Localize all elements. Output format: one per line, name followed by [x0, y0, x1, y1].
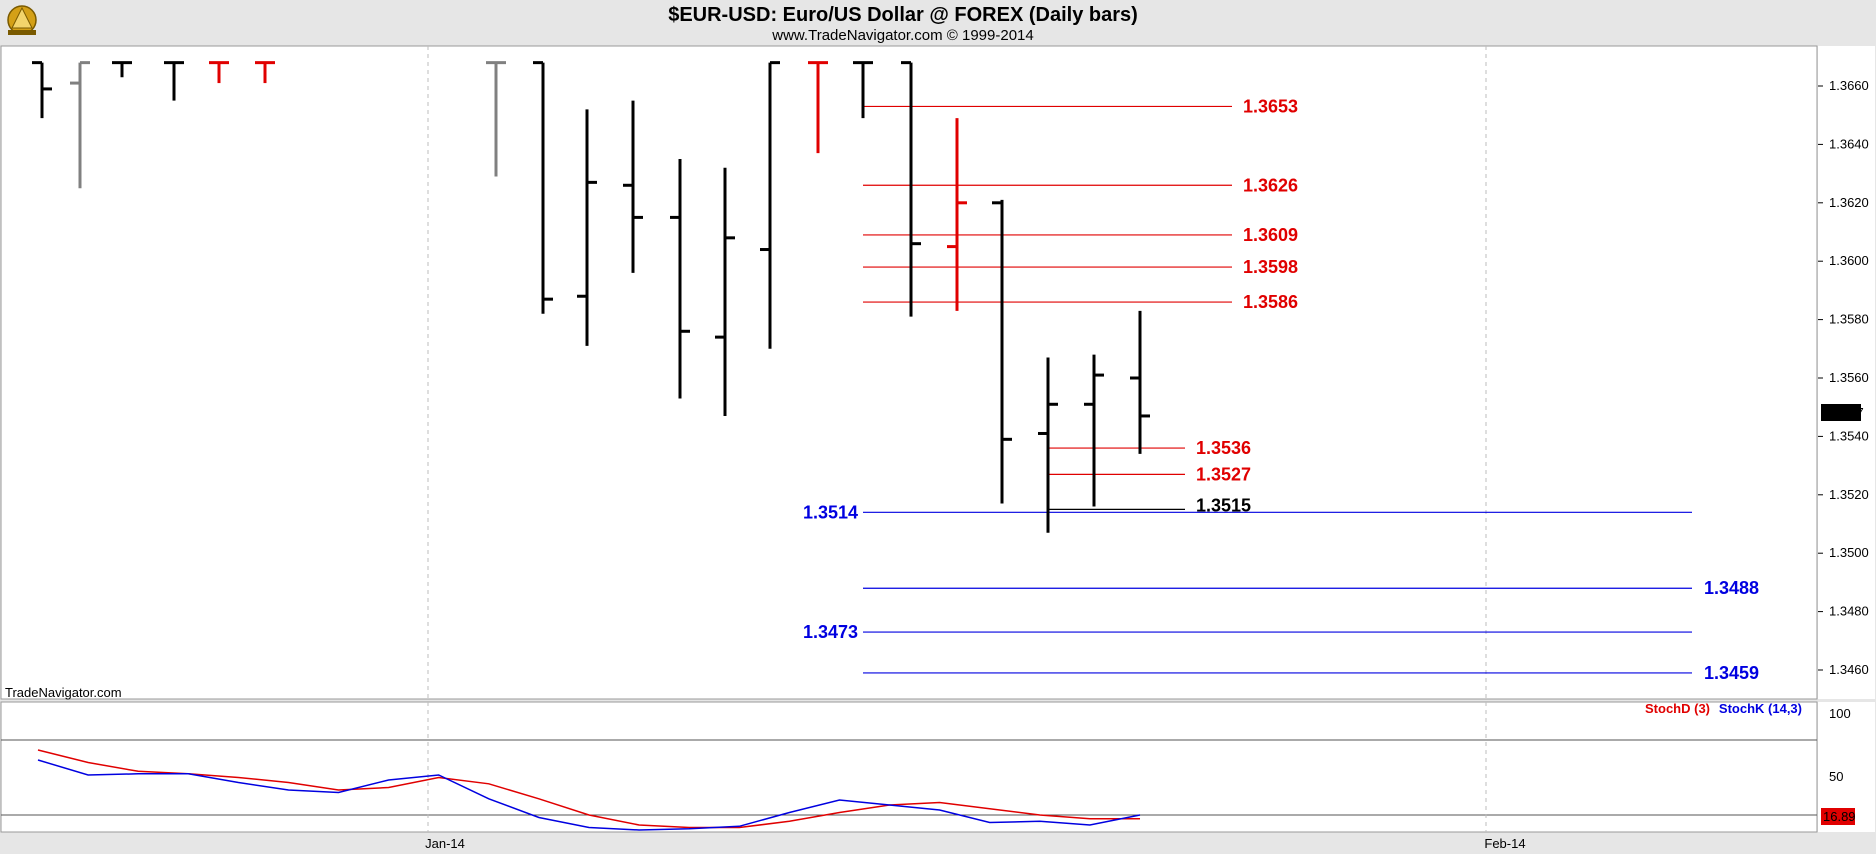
resistance-label: 1.3527	[1196, 464, 1251, 484]
x-tick-label-feb: Feb-14	[1484, 836, 1525, 851]
header-band	[0, 0, 1876, 46]
ohlc-bars	[32, 61, 1150, 533]
price-y-tick-label: 1.3460	[1829, 662, 1869, 677]
price-y-tick-label: 1.3500	[1829, 545, 1869, 560]
support-label: 1.3459	[1704, 663, 1759, 683]
price-y-tick-label: 1.3660	[1829, 78, 1869, 93]
watermark: TradeNavigator.com	[5, 685, 122, 700]
support-label: 1.3473	[803, 622, 858, 642]
resistance-label: 1.3586	[1243, 292, 1298, 312]
stoch-k-line	[37, 759, 1141, 831]
resistance-label: 1.3626	[1243, 175, 1298, 195]
pivot-label: 1.3515	[1196, 495, 1251, 515]
sextant-logo-icon	[7, 5, 37, 35]
last-stoch-box	[1821, 808, 1855, 825]
price-y-tick-label: 1.3620	[1829, 195, 1869, 210]
stoch-d-line	[37, 749, 1140, 829]
legend-stoch-k: StochK (14,3)	[1719, 701, 1802, 716]
resistance-label: 1.3598	[1243, 257, 1298, 277]
last-stoch-label: 16.89	[1823, 809, 1856, 824]
resistance-label: 1.3536	[1196, 438, 1251, 458]
price-y-tick-label: 1.3600	[1829, 253, 1869, 268]
last-price-box	[1821, 404, 1861, 421]
chart-subtitle: www.TradeNavigator.com © 1999-2014	[771, 27, 1033, 44]
stoch-panel	[0, 701, 1818, 833]
stoch-y-tick-100: 100	[1829, 706, 1851, 721]
stoch-lines	[37, 749, 1141, 831]
price-y-tick-label: 1.3580	[1829, 312, 1869, 327]
price-axis-area	[1818, 46, 1875, 699]
last-price-label: 1.3547	[1824, 405, 1864, 420]
price-y-tick-label: 1.3540	[1829, 428, 1869, 443]
level-lines: 1.3653 1.3626 1.3609 1.3598 1.3586 1.3536 1.35…	[803, 96, 1759, 682]
price-panel	[0, 45, 1818, 700]
resistance-label: 1.3609	[1243, 225, 1298, 245]
chart-title: $EUR-USD: Euro/US Dollar @ FOREX (Daily …	[668, 4, 1138, 26]
legend-stoch-d: StochD (3)	[1645, 701, 1710, 716]
price-y-tick-label: 1.3480	[1829, 604, 1869, 619]
price-y-axis: 1.3460 1.3480 1.3500 1.3520 1.3540 1.3560 1.35…	[1818, 78, 1869, 677]
price-y-tick-label: 1.3640	[1829, 136, 1869, 151]
resistance-label: 1.3653	[1243, 96, 1298, 116]
price-y-tick-label: 1.3520	[1829, 487, 1869, 502]
x-tick-label-jan: Jan-14	[425, 836, 465, 851]
support-label: 1.3514	[803, 502, 858, 522]
price-y-tick-label: 1.3560	[1829, 370, 1869, 385]
stoch-y-tick-50: 50	[1829, 769, 1843, 784]
support-label: 1.3488	[1704, 578, 1759, 598]
